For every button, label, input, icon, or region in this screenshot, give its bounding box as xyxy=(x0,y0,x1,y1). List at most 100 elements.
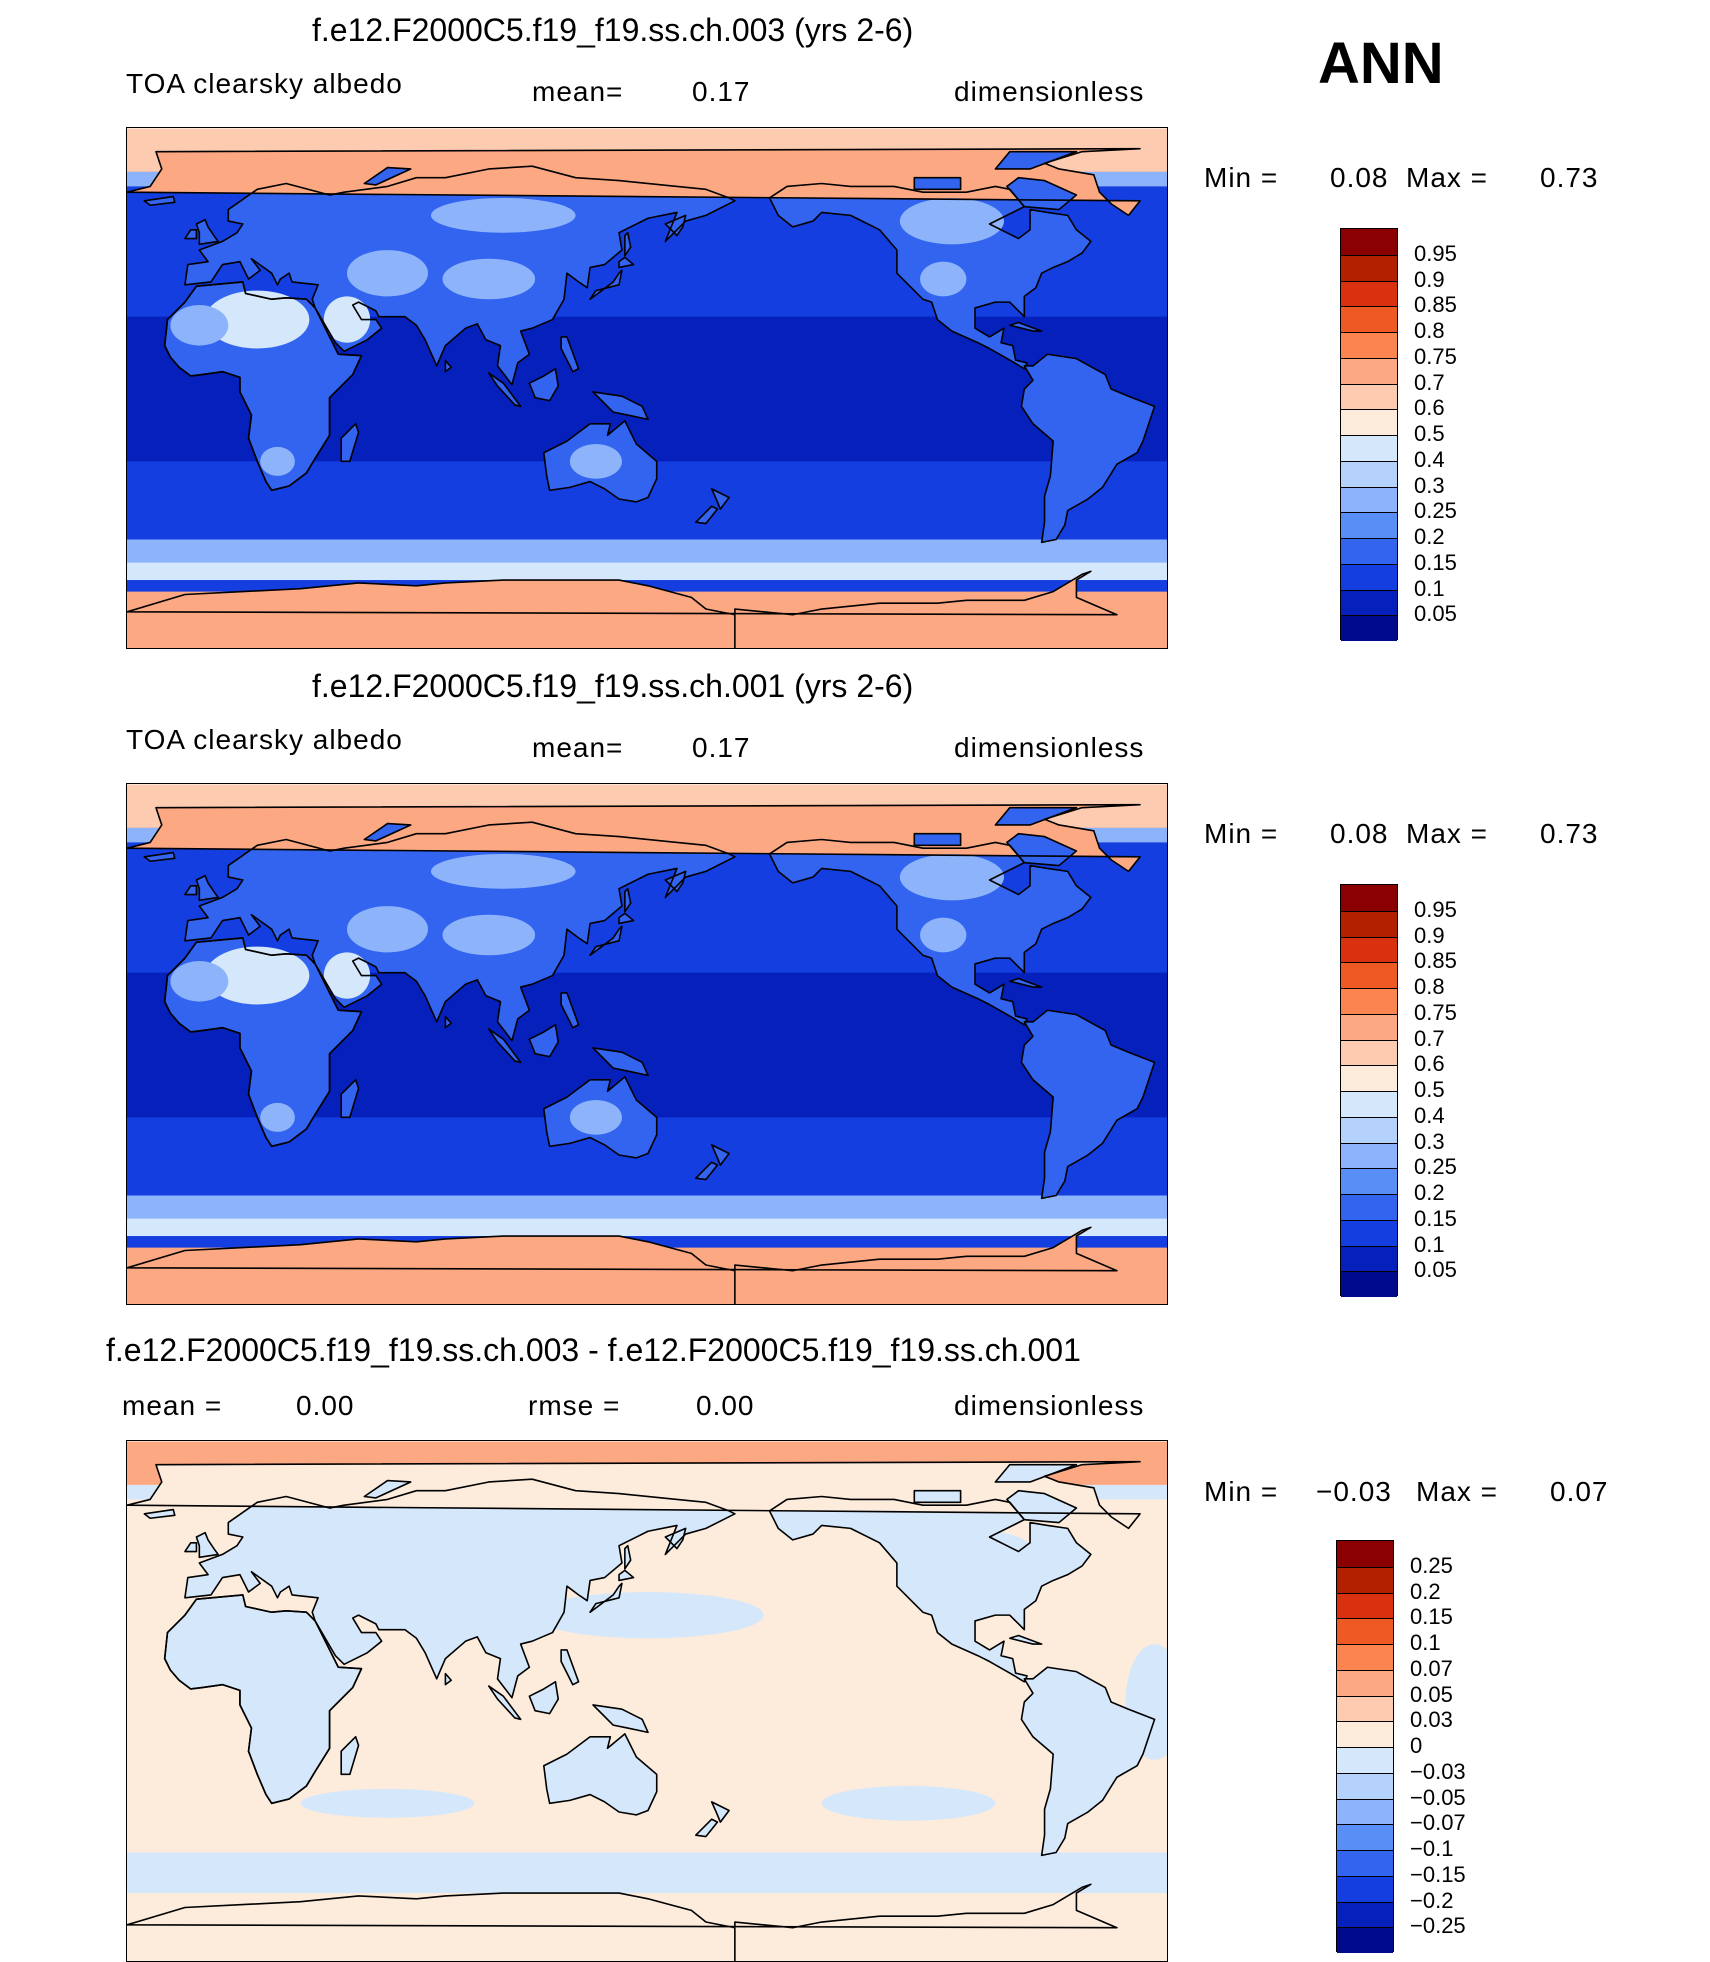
panel-2-min-value: 0.08 xyxy=(1330,818,1389,850)
colorbar-label: −0.2 xyxy=(1410,1890,1453,1912)
colorbar-swatch xyxy=(1341,885,1397,911)
sea-ice-band xyxy=(127,1876,1168,1893)
colorbar-label: 0.95 xyxy=(1414,899,1457,921)
land-victoria-isl xyxy=(914,1491,960,1503)
colorbar-label: 0.4 xyxy=(1414,449,1445,471)
colorbar-swatch xyxy=(1341,1143,1397,1169)
colorbar-label: 0.07 xyxy=(1410,1658,1453,1680)
colorbar-swatch xyxy=(1341,937,1397,963)
colorbar-label: 0.15 xyxy=(1414,1208,1457,1230)
colorbar-swatch xyxy=(1341,435,1397,461)
colorbar-label: 0.9 xyxy=(1414,925,1445,947)
panel-1-title: f.e12.F2000C5.f19_f19.ss.ch.003 (yrs 2-6… xyxy=(312,12,913,49)
colorbar-swatch xyxy=(1341,306,1397,332)
land-victoria-isl xyxy=(914,834,960,846)
panel-1-max-value: 0.73 xyxy=(1540,162,1599,194)
tibet-gobi-bright xyxy=(442,915,535,956)
panel-1-max-label: Max = xyxy=(1406,162,1488,194)
colorbar-swatch xyxy=(1341,564,1397,590)
colorbar-swatch xyxy=(1341,1117,1397,1143)
panel-1-units: dimensionless xyxy=(954,76,1144,108)
australia-interior xyxy=(570,1100,622,1135)
central-asia-bright xyxy=(347,906,428,952)
panel-3-max-label: Max = xyxy=(1416,1476,1498,1508)
colorbar-swatch xyxy=(1337,1593,1393,1619)
panel-2-map-svg xyxy=(127,784,1168,1305)
panel-3-rmse-label: rmse = xyxy=(528,1390,620,1422)
colorbar-label: 0.15 xyxy=(1414,552,1457,574)
colorbar-label: 0.4 xyxy=(1414,1105,1445,1127)
colorbar-swatch xyxy=(1337,1876,1393,1902)
colorbar-swatch xyxy=(1337,1696,1393,1722)
colorbar-label: 0.15 xyxy=(1410,1606,1453,1628)
colorbar-label: 0.5 xyxy=(1414,423,1445,445)
colorbar-label: 0.25 xyxy=(1414,500,1457,522)
colorbar-label: 0.2 xyxy=(1414,1182,1445,1204)
panel-3-map xyxy=(126,1440,1168,1962)
colorbar-swatch xyxy=(1341,1271,1397,1297)
siberia-bright xyxy=(431,198,576,233)
colorbar-box xyxy=(1336,1540,1394,1952)
panel-3-min-label: Min = xyxy=(1204,1476,1278,1508)
panel-1-mean-label: mean= xyxy=(532,76,623,108)
panel-3-max-value: 0.07 xyxy=(1550,1476,1609,1508)
colorbar-label: −0.03 xyxy=(1410,1761,1466,1783)
colorbar-label: 0.7 xyxy=(1414,1028,1445,1050)
australia-interior xyxy=(570,444,622,479)
na-diff-band xyxy=(894,1528,1039,1586)
colorbar-label: 0.8 xyxy=(1414,976,1445,998)
colorbar-label: −0.07 xyxy=(1410,1812,1466,1834)
panel-3-rmse-value: 0.00 xyxy=(696,1390,755,1422)
colorbar-swatch xyxy=(1341,229,1397,255)
colorbar-swatch xyxy=(1341,1014,1397,1040)
colorbar-swatch xyxy=(1337,1670,1393,1696)
colorbar-swatch xyxy=(1337,1747,1393,1773)
colorbar-label: 0.6 xyxy=(1414,1053,1445,1075)
panel-1-min-label: Min = xyxy=(1204,162,1278,194)
colorbar-box xyxy=(1340,228,1398,640)
panel-3-map-svg xyxy=(127,1441,1168,1962)
colorbar-label: 0 xyxy=(1410,1735,1422,1757)
panel-2-mean-value: 0.17 xyxy=(692,732,751,764)
colorbar-label: 0.9 xyxy=(1414,269,1445,291)
panel-3-mean-label: mean = xyxy=(122,1390,222,1422)
colorbar-swatch xyxy=(1341,911,1397,937)
colorbar-swatch xyxy=(1341,615,1397,641)
colorbar-swatch xyxy=(1341,358,1397,384)
colorbar-swatch xyxy=(1337,1927,1393,1953)
colorbar-swatch xyxy=(1341,255,1397,281)
west-sahara-bright xyxy=(170,305,228,346)
panel-2-map xyxy=(126,783,1168,1305)
panel-2-max-label: Max = xyxy=(1406,818,1488,850)
panel-2-mean-label: mean= xyxy=(532,732,623,764)
colorbar-label: 0.75 xyxy=(1414,1002,1457,1024)
colorbar-swatch xyxy=(1337,1773,1393,1799)
tibet-gobi-bright xyxy=(442,259,535,300)
colorbar-label: 0.05 xyxy=(1414,1259,1457,1281)
panel-3-mean-value: 0.00 xyxy=(296,1390,355,1422)
kalahari-bright xyxy=(260,1103,295,1132)
panel-3-min-value: −0.03 xyxy=(1316,1476,1392,1508)
asia-diff-band xyxy=(330,1520,562,1566)
colorbar-swatch xyxy=(1341,538,1397,564)
colorbar-label: 0.7 xyxy=(1414,372,1445,394)
sea-ice-band xyxy=(127,563,1168,580)
colorbar-label: 0.85 xyxy=(1414,950,1457,972)
colorbar-label: 0.85 xyxy=(1414,294,1457,316)
colorbar-label: 0.25 xyxy=(1410,1555,1453,1577)
colorbar-label: −0.05 xyxy=(1410,1787,1466,1809)
colorbar-label: 0.3 xyxy=(1414,475,1445,497)
colorbar-swatch xyxy=(1341,988,1397,1014)
panel-3-units: dimensionless xyxy=(954,1390,1144,1422)
colorbar-swatch xyxy=(1337,1850,1393,1876)
colorbar-swatch xyxy=(1337,1644,1393,1670)
colorbar-label: 0.75 xyxy=(1414,346,1457,368)
colorbar-swatch xyxy=(1341,281,1397,307)
colorbar-label: 0.2 xyxy=(1414,526,1445,548)
panel-2-max-value: 0.73 xyxy=(1540,818,1599,850)
colorbar-label: 0.1 xyxy=(1414,1234,1445,1256)
colorbar-swatch xyxy=(1341,384,1397,410)
panel-3-title: f.e12.F2000C5.f19_f19.ss.ch.003 - f.e12.… xyxy=(106,1332,1081,1369)
colorbar-label: −0.15 xyxy=(1410,1864,1466,1886)
